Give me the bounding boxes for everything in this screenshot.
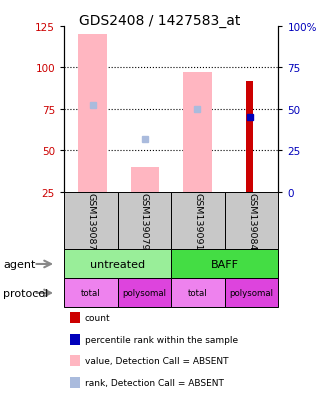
- Text: value, Detection Call = ABSENT: value, Detection Call = ABSENT: [85, 356, 228, 366]
- Text: GDS2408 / 1427583_at: GDS2408 / 1427583_at: [79, 14, 241, 28]
- Text: protocol: protocol: [3, 288, 48, 298]
- Bar: [183, 73, 212, 192]
- Text: agent: agent: [3, 259, 36, 269]
- Bar: [246, 81, 253, 192]
- Text: BAFF: BAFF: [211, 259, 239, 269]
- Text: polysomal: polysomal: [229, 289, 274, 298]
- Bar: [78, 35, 107, 192]
- Text: polysomal: polysomal: [123, 289, 166, 298]
- Text: percentile rank within the sample: percentile rank within the sample: [85, 335, 238, 344]
- Text: count: count: [85, 313, 110, 323]
- Text: GSM139079: GSM139079: [140, 192, 149, 249]
- Bar: [131, 167, 159, 192]
- Text: rank, Detection Call = ABSENT: rank, Detection Call = ABSENT: [85, 378, 224, 387]
- Text: GSM139091: GSM139091: [194, 192, 203, 249]
- Text: untreated: untreated: [90, 259, 145, 269]
- Text: total: total: [81, 289, 100, 298]
- Text: GSM139084: GSM139084: [247, 192, 256, 249]
- Text: GSM139087: GSM139087: [86, 192, 95, 249]
- Text: total: total: [188, 289, 208, 298]
